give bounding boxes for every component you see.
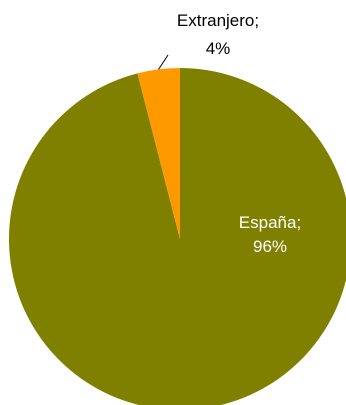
pie-slices [9, 68, 346, 405]
data-label-extranjero-name: Extranjero; [177, 11, 259, 30]
data-label-espana-name: España; [239, 213, 301, 232]
slice-extranjero [137, 68, 180, 239]
slice-espana [9, 68, 346, 405]
data-label-extranjero-value: 4% [206, 39, 231, 58]
leader-line-extranjero [158, 54, 169, 70]
data-label-espana-value: 96% [253, 237, 287, 256]
